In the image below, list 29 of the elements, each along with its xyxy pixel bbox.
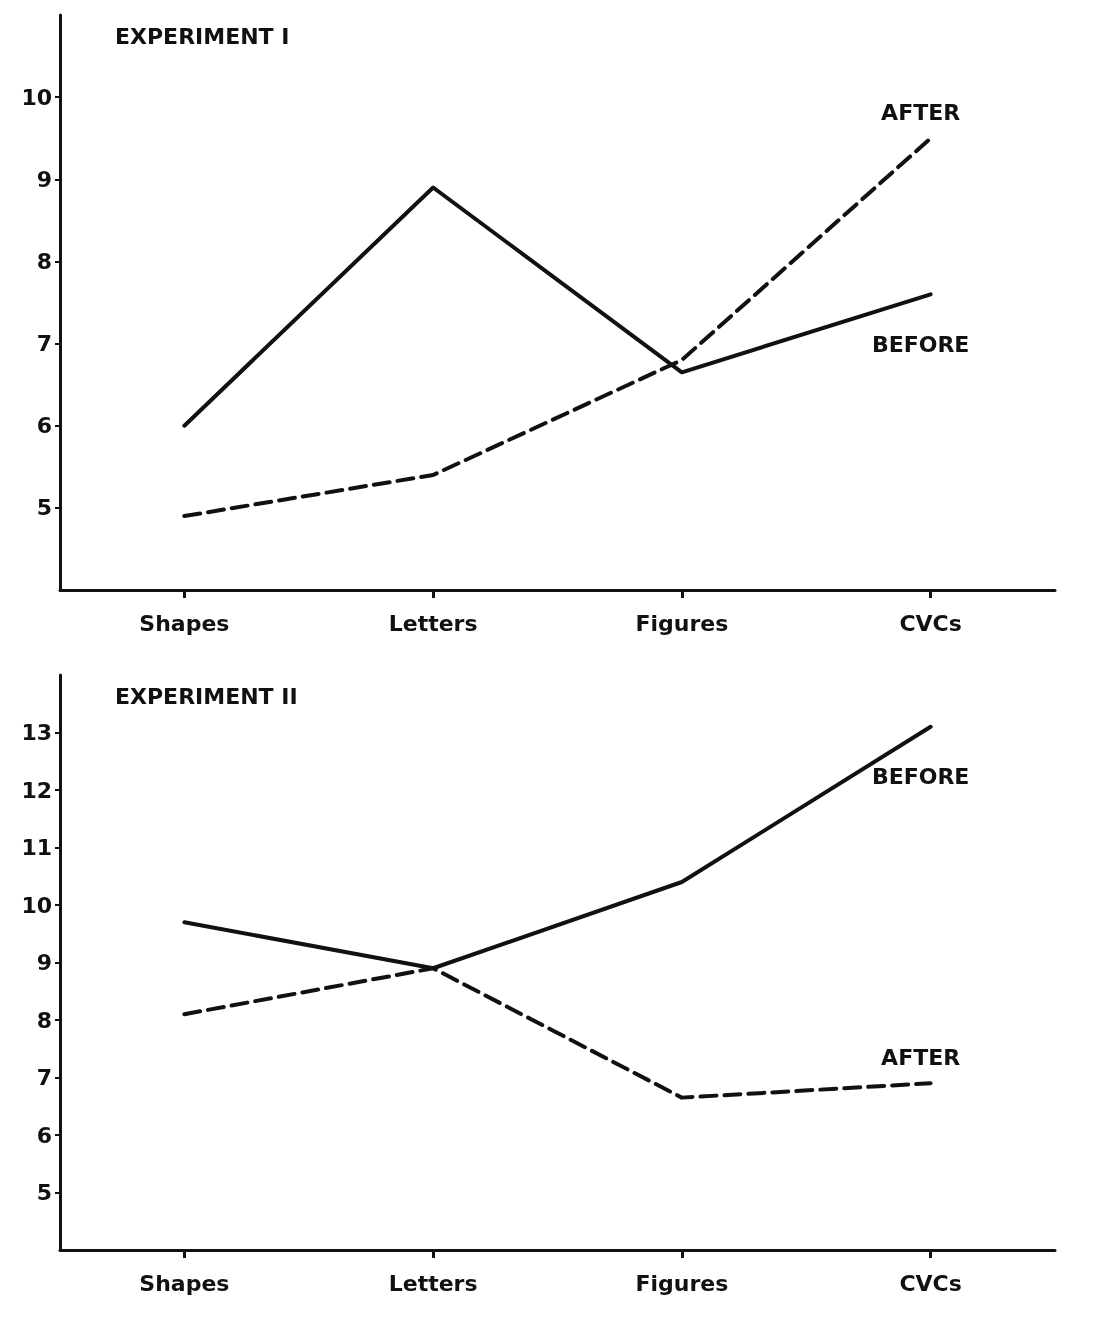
y-tick-label: 9 [36,950,52,975]
series-label: AFTER [881,99,961,125]
y-tick-label: 7 [36,1065,52,1090]
x-tick-label: Figures [635,1270,729,1296]
series-label: BEFORE [871,331,970,357]
x-tick-label: Shapes [139,610,230,636]
chart-title: EXPERIMENT II [115,683,298,709]
y-tick-label: 11 [21,835,52,860]
y-tick-label: 5 [36,495,52,521]
y-tick-label: 9 [36,166,52,192]
y-tick-label: 10 [21,892,52,918]
series-label: BEFORE [871,764,970,790]
y-tick-label: 10 [21,84,52,110]
x-tick-label: Figures [635,610,729,636]
y-tick-label: 8 [36,248,52,274]
y-tick-label: 6 [36,413,52,439]
y-tick-label: 7 [36,331,52,357]
y-tick-label: 6 [36,1122,52,1148]
y-tick-label: 8 [36,1007,52,1033]
x-tick-label: Shapes [139,1270,230,1296]
x-tick-label: Letters [388,1270,478,1296]
x-tick-label: Letters [388,610,478,636]
y-tick-label: 13 [21,720,52,745]
y-tick-label: 12 [21,777,52,803]
y-tick-label: 5 [36,1180,52,1205]
x-tick-label: CVCs [899,610,962,636]
x-tick-label: CVCs [899,1270,962,1296]
series-label: AFTER [881,1044,961,1070]
chart-title: EXPERIMENT I [115,23,290,49]
